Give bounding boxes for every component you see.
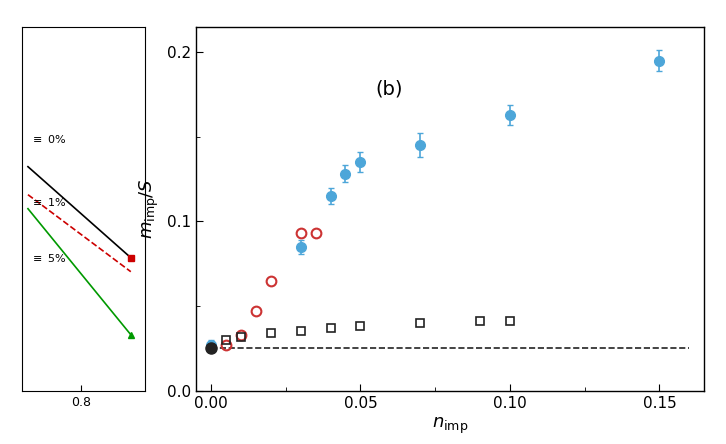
X-axis label: $n_{\mathrm{imp}}$: $n_{\mathrm{imp}}$ bbox=[432, 416, 468, 436]
Text: $\equiv$ 0%: $\equiv$ 0% bbox=[30, 133, 66, 145]
Text: (b): (b) bbox=[375, 79, 403, 99]
Text: $\equiv$ 5%: $\equiv$ 5% bbox=[30, 252, 66, 264]
Text: $\equiv$ 1%: $\equiv$ 1% bbox=[30, 196, 66, 208]
Y-axis label: $m_{\mathrm{imp}}/S$: $m_{\mathrm{imp}}/S$ bbox=[138, 178, 161, 239]
